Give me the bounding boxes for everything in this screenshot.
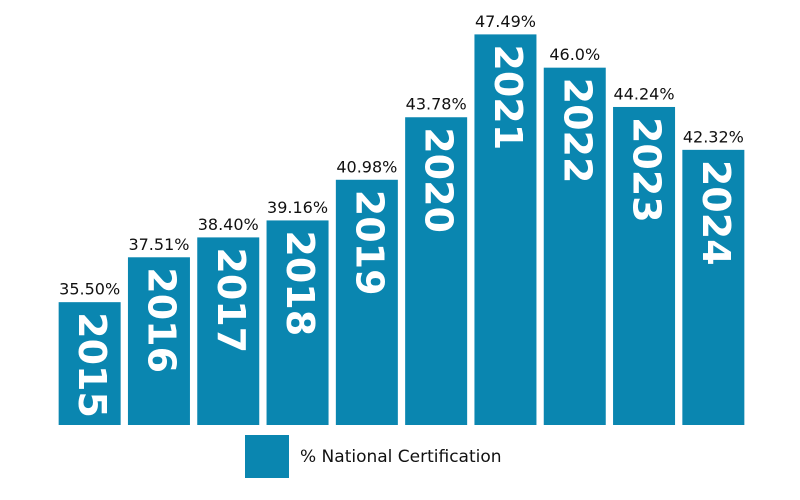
- value-label: 44.24%: [614, 84, 675, 103]
- category-label: 2018: [278, 230, 322, 336]
- category-label: 2020: [417, 127, 461, 233]
- value-label: 38.40%: [198, 215, 259, 234]
- value-label: 37.51%: [128, 235, 189, 254]
- category-label: 2023: [625, 117, 669, 223]
- bar: [127, 257, 190, 425]
- category-label: 2019: [347, 190, 391, 296]
- value-label: 47.49%: [475, 12, 536, 31]
- category-label: 2022: [555, 78, 599, 184]
- value-label: 42.32%: [683, 127, 744, 146]
- bar: [197, 237, 260, 425]
- category-label: 2024: [694, 160, 738, 266]
- bar: [405, 117, 468, 425]
- category-label: 2016: [139, 267, 183, 373]
- bar: [58, 302, 121, 425]
- category-label: 2015: [70, 312, 114, 418]
- legend-label: % National Certification: [300, 447, 502, 467]
- value-label: 40.98%: [336, 157, 397, 176]
- bar: [335, 179, 398, 425]
- bar: [474, 34, 537, 425]
- bar: [543, 67, 606, 426]
- value-label: 46.0%: [549, 45, 600, 64]
- category-label: 2017: [209, 247, 253, 353]
- bar: [613, 106, 676, 426]
- category-label: 2021: [486, 44, 530, 150]
- value-label: 43.78%: [406, 95, 467, 114]
- bar: [266, 220, 329, 425]
- value-label: 39.16%: [267, 198, 328, 217]
- value-label: 35.50%: [59, 280, 120, 299]
- legend-swatch: [245, 435, 289, 478]
- bar: [682, 149, 745, 425]
